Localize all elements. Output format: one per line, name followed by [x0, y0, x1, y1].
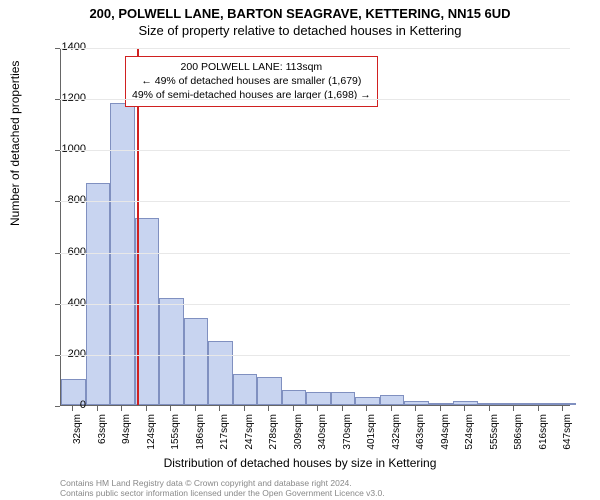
y-axis-label: Number of detached properties [8, 61, 22, 226]
histogram-bar [502, 403, 527, 405]
ytick-label: 0 [46, 399, 86, 411]
gridline-h [60, 253, 570, 254]
chart-title: 200, POLWELL LANE, BARTON SEAGRAVE, KETT… [0, 0, 600, 21]
histogram-bar [184, 318, 209, 405]
histogram-bar [355, 397, 380, 405]
ytick-label: 600 [46, 246, 86, 258]
ytick-label: 1000 [46, 143, 86, 155]
chart-subtitle: Size of property relative to detached ho… [0, 21, 600, 38]
x-axis-label: Distribution of detached houses by size … [0, 456, 600, 470]
histogram-bar [86, 183, 111, 405]
xtick-mark [391, 406, 392, 411]
xtick-mark [366, 406, 367, 411]
histogram-bar [208, 341, 233, 405]
xtick-mark [244, 406, 245, 411]
gridline-h [60, 201, 570, 202]
histogram-bar [380, 395, 405, 405]
xtick-mark [72, 406, 73, 411]
ytick-label: 1200 [46, 92, 86, 104]
histogram-bar [306, 392, 331, 405]
xtick-mark [97, 406, 98, 411]
histogram-bar [453, 401, 478, 405]
histogram-bar [551, 403, 576, 405]
xtick-mark [268, 406, 269, 411]
histogram-bar [478, 403, 503, 405]
xtick-mark [293, 406, 294, 411]
histogram-bar [527, 403, 552, 405]
footer-line1: Contains HM Land Registry data © Crown c… [60, 478, 385, 488]
xtick-mark [146, 406, 147, 411]
xtick-mark [489, 406, 490, 411]
ytick-mark [55, 406, 60, 407]
histogram-bar [282, 390, 307, 405]
histogram-bar [233, 374, 258, 405]
histogram-bar [331, 392, 356, 405]
gridline-h [60, 304, 570, 305]
xtick-mark [415, 406, 416, 411]
footer-line2: Contains public sector information licen… [60, 488, 385, 498]
xtick-mark [195, 406, 196, 411]
xtick-mark [538, 406, 539, 411]
xtick-mark [440, 406, 441, 411]
ytick-label: 200 [46, 348, 86, 360]
histogram-bar [257, 377, 282, 405]
histogram-bar [159, 298, 184, 405]
xtick-mark [170, 406, 171, 411]
ytick-label: 1400 [46, 41, 86, 53]
annotation-line1: 200 POLWELL LANE: 113sqm [132, 60, 371, 74]
annotation-line3: 49% of semi-detached houses are larger (… [132, 88, 371, 102]
gridline-h [60, 99, 570, 100]
xtick-mark [513, 406, 514, 411]
annotation-line2: ← 49% of detached houses are smaller (1,… [132, 74, 371, 88]
xtick-mark [464, 406, 465, 411]
gridline-h [60, 48, 570, 49]
xtick-mark [342, 406, 343, 411]
ytick-label: 400 [46, 297, 86, 309]
xtick-mark [317, 406, 318, 411]
xtick-mark [219, 406, 220, 411]
ytick-label: 800 [46, 194, 86, 206]
gridline-h [60, 150, 570, 151]
histogram-bar [110, 103, 135, 405]
xtick-mark [562, 406, 563, 411]
xtick-mark [121, 406, 122, 411]
footer-attribution: Contains HM Land Registry data © Crown c… [60, 478, 385, 498]
gridline-h [60, 355, 570, 356]
histogram-bar [404, 401, 429, 405]
histogram-bar [429, 403, 454, 405]
